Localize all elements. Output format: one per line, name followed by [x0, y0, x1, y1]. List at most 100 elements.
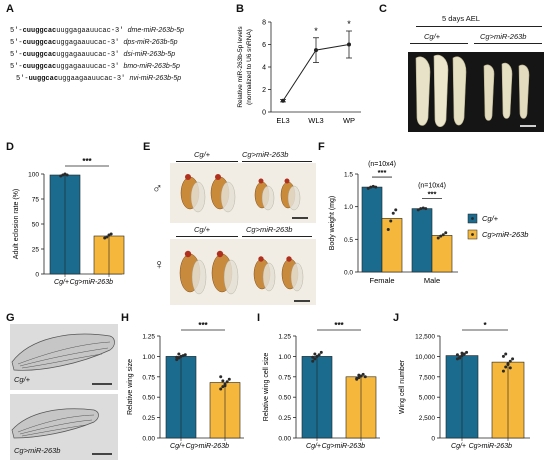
data-point	[361, 372, 365, 376]
y-axis-label: Relative wing size	[127, 359, 134, 415]
male-flies-photo	[170, 163, 316, 223]
data-point	[416, 208, 420, 212]
sequence-name: nvi-miR-263b-5p	[129, 75, 182, 82]
wing-treatment-label: Cg>miR-263b	[14, 446, 61, 455]
x-tick-label: Cg/+	[170, 443, 185, 450]
x-tick-label: Cg/+	[451, 443, 466, 450]
data-point	[511, 357, 515, 361]
legend-label: Cg/+	[482, 214, 499, 223]
wings-panel: Cg/+ Cg>miR-263b	[10, 324, 118, 462]
sequence-name: dsi-miR-263b-5p	[123, 51, 176, 58]
sequence-prefix: 5'-	[10, 51, 23, 59]
sequence-prefix: 5'-	[16, 75, 29, 83]
data-point	[175, 358, 179, 362]
data-point	[389, 219, 393, 223]
panel-letter-f: F	[318, 141, 325, 153]
y-tick-label: 2	[262, 87, 266, 94]
significance-marker: *	[347, 19, 351, 29]
data-point	[386, 228, 390, 232]
data-point	[374, 185, 378, 189]
flies-male-group2-label: Cg>miR-263b	[242, 150, 289, 159]
legend-label: Cg>miR-263b	[482, 230, 528, 239]
panel-letter-g: G	[6, 312, 15, 324]
data-point	[458, 356, 462, 360]
data-point	[183, 353, 187, 357]
flies-female-group2-line	[242, 236, 312, 237]
significance-marker: ***	[82, 157, 92, 166]
y-tick-label: 2,500	[419, 415, 436, 422]
x-tick-label: Female	[369, 276, 394, 285]
sequence-row: 5'-cuuggcacuggagaauucac-3' dps-miR-263b-…	[10, 39, 178, 47]
data-point	[508, 359, 512, 363]
y-tick-label: 0.5	[344, 237, 353, 244]
flies-female-group1-line	[176, 236, 238, 237]
data-point	[419, 207, 423, 211]
y-tick-label: 50	[32, 222, 40, 229]
flies-male-group1-line	[176, 161, 238, 162]
y-tick-label: 5,000	[419, 395, 436, 402]
x-tick-label: WP	[343, 116, 355, 125]
data-point	[439, 234, 443, 238]
x-tick-label: Cg/+	[54, 279, 69, 286]
wing-treatment-photo	[10, 394, 118, 460]
sequence-name: dps-miR-263b-5p	[123, 39, 178, 46]
data-point	[366, 186, 370, 190]
x-tick-label: Cg>miR-263b	[322, 443, 365, 450]
chart-f-body-weight: 0.00.51.01.5 ***(n=10x4)Female***(n=10x4)…	[329, 161, 528, 285]
panel-letter-c: C	[379, 3, 387, 15]
y-tick-label: 25	[32, 247, 40, 254]
data-point	[109, 232, 113, 236]
y-tick-label: 0.00	[142, 436, 155, 443]
chart-h-wing-size: 0.00 0.25 0.50 0.75 1.00 1.25 Cg/+ Cg>miR-263b *…	[127, 321, 244, 450]
flies-panel: Cg/+ Cg>miR-263b ♂ ♀ Cg/+ Cg>miR-263b	[150, 150, 320, 310]
legend-point	[471, 233, 474, 236]
data-point	[462, 352, 466, 356]
data-point	[313, 357, 317, 361]
data-point	[465, 350, 469, 354]
y-axis-label: Relative wing cell size	[263, 353, 270, 422]
data-point	[221, 379, 225, 383]
y-tick-label: 1.25	[142, 334, 155, 341]
significance-marker: *	[483, 321, 487, 330]
significance-marker: ***	[198, 321, 208, 330]
y-axis-label: Body weight (mg)	[329, 196, 336, 250]
data-point	[501, 354, 505, 358]
panel-letter-a: A	[6, 3, 14, 15]
data-point	[65, 173, 69, 177]
data-point	[363, 375, 367, 379]
data-point	[394, 208, 398, 212]
bar-treatment	[431, 235, 453, 273]
sequence-rest: uuggagaauucac-3'	[56, 27, 128, 35]
female-symbol: ♀	[154, 256, 165, 272]
significance-marker: ***	[428, 190, 437, 199]
data-point	[421, 206, 425, 210]
data-point	[347, 42, 351, 47]
y-tick-label: 8	[262, 20, 266, 27]
x-tick-label: Cg>miR-263b	[469, 443, 512, 450]
y-tick-label: 0.25	[142, 415, 155, 422]
y-tick-label: 7,500	[419, 374, 436, 381]
bar-control	[361, 186, 383, 273]
significance-marker: ***	[378, 168, 387, 177]
larvae-group1-line	[410, 43, 468, 44]
data-point	[436, 236, 440, 240]
sequence-prefix: 5'-	[10, 27, 23, 35]
data-point	[227, 377, 231, 381]
data-point	[424, 207, 428, 211]
sequence-name: bmo-miR-263b-5p	[123, 63, 180, 70]
chart-j-wing-cell-number: 0 2,500 5,000 7,500 10,000 12,500 Cg/+ Cg>miR-2…	[399, 321, 530, 450]
larvae-photo	[408, 52, 544, 132]
bar-control	[411, 208, 433, 273]
data-point	[311, 359, 315, 363]
data-point	[225, 380, 229, 384]
larvae-group1-label: Cg/+	[424, 32, 441, 41]
flies-male-group2-line	[242, 161, 312, 162]
y-axis-label-line2: (normalized to U6 snRNA)	[246, 29, 253, 105]
data-point	[455, 357, 459, 361]
male-symbol: ♂	[152, 180, 163, 196]
panel-letter-b: B	[236, 3, 244, 15]
sequence-seed: cuuggcac	[22, 63, 57, 71]
y-tick-label: 1.0	[344, 204, 353, 211]
sequence-rest: uggagaauucac-3'	[56, 63, 124, 71]
larvae-group2-line	[474, 43, 542, 44]
